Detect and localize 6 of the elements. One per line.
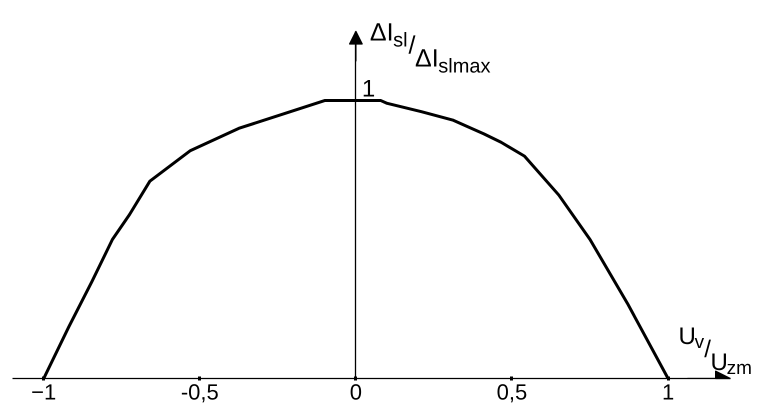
x-tick-label: 1: [662, 380, 674, 404]
x-tick-label: 0: [350, 380, 362, 404]
annotation: 1: [362, 76, 376, 103]
x-tick-label: 0,5: [496, 380, 528, 404]
x-tick-label: -0,5: [180, 380, 219, 404]
x-tick-label: −1: [31, 380, 56, 404]
